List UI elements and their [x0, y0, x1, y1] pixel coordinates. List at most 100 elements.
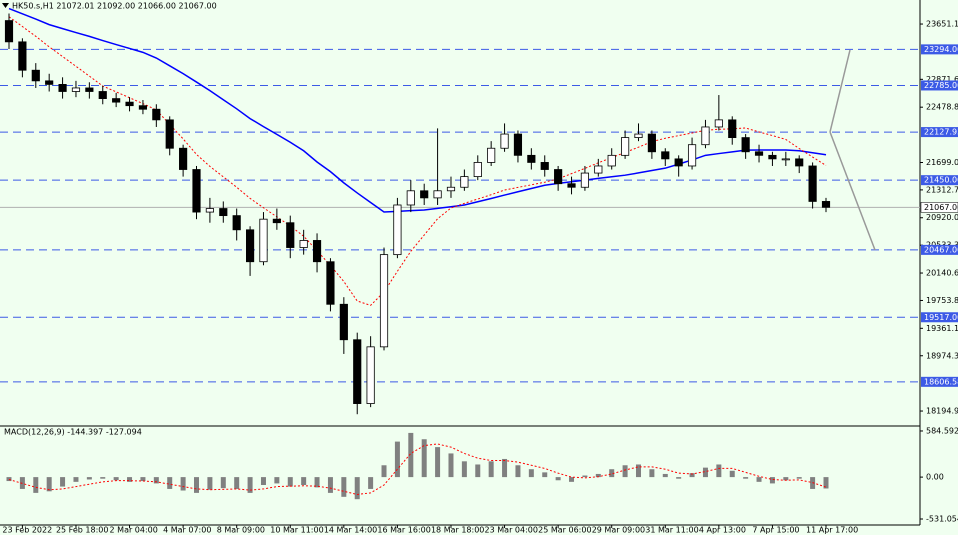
y-tick-label: -531.054 — [926, 515, 958, 524]
candle-body — [781, 158, 790, 161]
candle-body — [138, 105, 148, 110]
candle-body — [192, 169, 201, 213]
macd-bar — [341, 477, 347, 497]
level-label: 22785.00 — [924, 81, 958, 90]
candle-body — [18, 41, 27, 71]
macd-bar — [421, 439, 427, 478]
y-tick-label: 21699.05 — [926, 158, 958, 167]
level-label-box — [921, 376, 958, 387]
candle-body — [125, 101, 134, 107]
macd-bar — [207, 477, 213, 490]
x-tick-label: 4 Apr 13:00 — [699, 526, 746, 535]
menu-triangle[interactable] — [2, 3, 9, 8]
candle-body — [567, 183, 576, 188]
macd-bar — [287, 477, 293, 487]
level-label: 18606.58 — [924, 377, 958, 386]
candle-body — [326, 261, 335, 305]
candle-body — [85, 87, 94, 92]
macd-bar — [180, 477, 186, 491]
macd-bar — [689, 473, 695, 478]
x-tick-label: 23 Mar 04:00 — [485, 526, 538, 535]
candle-body — [152, 108, 161, 121]
x-tick-label: 23 Feb 2022 — [2, 526, 52, 535]
chart-title: HK50.s,H1 21072.01 21092.00 21066.00 210… — [12, 2, 217, 11]
level-label: 19517.00 — [924, 313, 958, 322]
macd-bar — [327, 477, 333, 493]
candle-body — [433, 190, 442, 199]
candle-body — [500, 133, 509, 149]
macd-bar — [408, 432, 414, 478]
level-label-box — [921, 80, 958, 91]
y-tick-label: 21312.75 — [926, 185, 958, 194]
macd-bar — [756, 477, 762, 482]
y-tick-label: 23651.10 — [926, 20, 958, 29]
candle-body — [232, 215, 241, 231]
macd-bar — [6, 477, 12, 482]
y-tick-label: 584.592 — [926, 426, 958, 435]
x-tick-label: 10 Mar 11:00 — [270, 526, 323, 535]
candle-body — [71, 87, 81, 92]
candle-body — [112, 98, 121, 103]
x-tick-label: 18 Mar 18:00 — [431, 526, 484, 535]
macd-bar — [33, 477, 39, 493]
macd-bar — [783, 477, 789, 481]
macd-bar — [354, 477, 360, 500]
macd-bar — [381, 465, 387, 478]
macd-bar — [301, 477, 307, 485]
macd-bar — [582, 475, 588, 478]
candle-body — [527, 154, 536, 163]
macd-bar — [234, 477, 240, 489]
y-tick-label: 19753.85 — [926, 296, 958, 305]
macd-bar — [368, 477, 374, 489]
candle-body — [741, 137, 750, 153]
macd-title: MACD(12,26,9) -144.397 -127.094 — [4, 428, 142, 437]
projection-arrow — [829, 49, 851, 133]
macd-bar — [729, 470, 735, 478]
candle-body — [594, 165, 603, 174]
y-tick-label: 0.00 — [926, 473, 944, 482]
current-price-box — [920, 202, 958, 213]
macd-bar — [435, 447, 441, 478]
candle-body — [728, 119, 737, 139]
macd-bar — [140, 477, 146, 482]
level-label-box — [921, 127, 958, 138]
candle-body — [379, 254, 389, 348]
macd-bar — [555, 477, 561, 481]
candle-body — [821, 201, 831, 208]
macd-bar — [194, 477, 200, 493]
plot: 23651.10 22871.65 22478.85 21699.05 21312.75… — [0, 7, 958, 535]
macd-bar — [743, 477, 749, 479]
candle-body — [634, 133, 643, 139]
macd-bar — [73, 477, 79, 482]
macd-bar — [394, 441, 400, 478]
macd-bar — [113, 477, 119, 481]
candle-body — [58, 84, 67, 92]
level-label: 23294.00 — [924, 45, 958, 54]
x-tick-label: 11 Apr 17:00 — [806, 526, 858, 535]
candle-body — [754, 151, 764, 156]
candle-body — [473, 162, 482, 178]
macd-bar — [314, 477, 320, 488]
level-label-box — [921, 312, 958, 323]
level-label-box — [921, 244, 958, 255]
macd-bar — [609, 469, 615, 478]
candle-body — [339, 303, 348, 341]
candle-body — [299, 240, 308, 248]
candle-body — [607, 154, 616, 167]
y-tick-label: 20140.60 — [926, 269, 958, 278]
candle-body — [219, 208, 228, 217]
x-tick-label: 8 Mar 09:00 — [217, 526, 265, 535]
candle-body — [540, 162, 549, 170]
macd-bar — [127, 477, 133, 482]
macd-bar — [461, 461, 467, 478]
x-tick-label: 25 Feb 18:00 — [56, 526, 108, 535]
level-label: 21450.00 — [924, 176, 958, 185]
candle-body — [460, 176, 469, 188]
candle-body — [487, 147, 496, 163]
macd-bar — [260, 477, 266, 485]
macd-bar — [475, 464, 481, 478]
macd-bar — [528, 469, 534, 478]
candle-body — [795, 158, 804, 167]
macd-bar — [635, 464, 641, 478]
